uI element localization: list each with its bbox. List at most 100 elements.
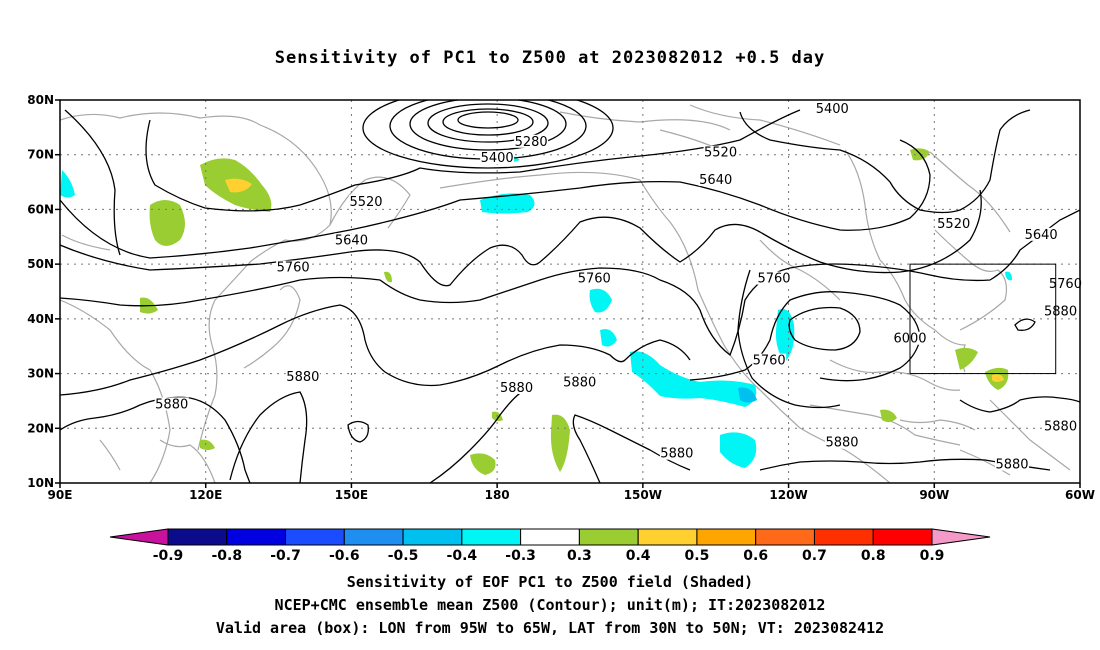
- colorbar-label: 0.9: [920, 548, 945, 564]
- lat-tick-label: 70N: [27, 148, 54, 162]
- plot-frame: [59, 99, 1081, 484]
- contour-label: 5880: [155, 397, 188, 412]
- caption-shaded: Sensitivity of EOF PC1 to Z500 field (Sh…: [346, 573, 754, 591]
- shade-patch: [738, 387, 757, 403]
- contour-label-bg: [1024, 227, 1059, 241]
- colorbar-swatch: [578, 528, 639, 546]
- lat-tick-label: 20N: [27, 421, 54, 435]
- colorbar-label: 0.5: [685, 548, 710, 564]
- colorbar-swatch: [696, 528, 757, 546]
- contour-label-bg: [349, 194, 383, 208]
- z500-contours: [60, 100, 1080, 483]
- colorbar-swatch: [872, 528, 933, 546]
- valid-area-box: [909, 263, 1057, 375]
- colorbar: -0.9 -0.8 -0.7 -0.6 -0.5 -0.4 -0.3 0.3 0.4 0.5 0.6…: [109, 528, 991, 564]
- contour-label: 5760: [1049, 277, 1082, 292]
- longitude-axis: 90E 120E 150E 180 150W 120W 90W 60W: [48, 483, 1095, 502]
- shade-patch: [955, 347, 978, 370]
- colorbar-swatch: [637, 528, 698, 546]
- lon-tick-label: 150E: [335, 488, 368, 502]
- colorbar-swatch: [343, 528, 404, 546]
- shade-patch: [550, 414, 570, 472]
- lon-tick-label: 120E: [189, 488, 222, 502]
- chart-title: Sensitivity of PC1 to Z500 at 2023082012…: [274, 48, 826, 68]
- colorbar-label: -0.6: [329, 548, 360, 564]
- contour-label-bg: [698, 173, 733, 187]
- lat-tick-label: 40N: [27, 312, 54, 326]
- shade-patch: [630, 351, 757, 407]
- contour-label-bg: [514, 134, 549, 148]
- contour-label: 5640: [1025, 228, 1058, 243]
- contour-label: 5640: [335, 233, 368, 248]
- contour-label-bg: [1043, 304, 1078, 318]
- contour-label-bg: [752, 353, 787, 367]
- contour-label-bg: [154, 397, 189, 411]
- contour-label: 5760: [578, 272, 611, 287]
- shade-patch: [600, 329, 617, 347]
- contour-label: 5400: [816, 102, 849, 117]
- colorbar-label: -0.8: [211, 548, 242, 564]
- colorbar-label: 0.4: [626, 548, 651, 564]
- colorbar-swatch: [813, 528, 874, 546]
- contour-label-bg: [659, 446, 694, 460]
- colorbar-high-triangle: [931, 528, 991, 546]
- grid-lines: [60, 100, 1080, 483]
- contour-label: 5880: [563, 376, 596, 391]
- colorbar-swatch: [402, 528, 463, 546]
- lat-tick-label: 50N: [27, 257, 54, 271]
- contour-label: 5880: [500, 381, 533, 396]
- lon-tick-label: 120W: [769, 488, 807, 502]
- contour-label-bg: [285, 370, 320, 384]
- contour-label: 5880: [286, 370, 319, 385]
- contour-label: 5520: [704, 146, 737, 161]
- shade-patch: [480, 193, 535, 214]
- lon-tick-label: 60W: [1065, 488, 1095, 502]
- contour-label-bg: [577, 271, 612, 285]
- contour-label: 5280: [515, 135, 548, 150]
- shade-patch: [149, 200, 185, 246]
- contour-label: 5760: [753, 354, 786, 369]
- contour-label: 5520: [937, 217, 970, 232]
- colorbar-swatch: [755, 528, 815, 546]
- colorbar-swatch: [285, 528, 345, 546]
- colorbar-swatch: [461, 528, 522, 546]
- lat-tick-label: 30N: [27, 367, 54, 381]
- contour-label: 5520: [349, 195, 382, 210]
- colorbar-label: -0.5: [388, 548, 419, 564]
- contour-label: 5880: [1044, 304, 1077, 319]
- colorbar-label: -0.4: [447, 548, 478, 564]
- caption-valid-area: Valid area (box): LON from 95W to 65W, L…: [215, 619, 885, 637]
- contour-label-bg: [276, 260, 311, 274]
- contour-label: 5880: [1044, 419, 1077, 434]
- contour-label-bg: [499, 380, 534, 394]
- contour-label-bg: [703, 145, 738, 159]
- contour-label: 5400: [481, 151, 514, 166]
- contour-label: 5760: [277, 261, 310, 276]
- shade-patch: [1005, 271, 1012, 281]
- sensitivity-shading: [60, 148, 1012, 475]
- colorbar-label: -0.7: [270, 548, 301, 564]
- shade-patch: [992, 374, 1004, 382]
- lon-tick-label: 150W: [624, 488, 662, 502]
- lat-tick-label: 60N: [27, 202, 54, 216]
- colorbar-label: 0.8: [861, 548, 886, 564]
- lon-tick-label: 180: [485, 488, 510, 502]
- shade-patch: [225, 178, 252, 193]
- colorbar-label: -0.3: [505, 548, 536, 564]
- colorbar-label: 0.6: [743, 548, 768, 564]
- contour-label: 5760: [757, 272, 790, 287]
- contour-label: 5880: [825, 436, 858, 451]
- contour-label-bg: [1048, 277, 1083, 291]
- lon-tick-label: 90E: [48, 488, 73, 502]
- contour-label-bg: [936, 216, 971, 230]
- contour-label-bg: [995, 457, 1029, 471]
- caption-contour: NCEP+CMC ensemble mean Z500 (Contour); u…: [274, 596, 826, 614]
- shade-patch: [60, 170, 75, 198]
- contour-label-bg: [1043, 419, 1078, 433]
- colorbar-label: 0.3: [567, 548, 592, 564]
- contour-label-bg: [562, 375, 597, 389]
- contour-label-bg: [825, 435, 859, 449]
- shade-patch: [200, 439, 215, 450]
